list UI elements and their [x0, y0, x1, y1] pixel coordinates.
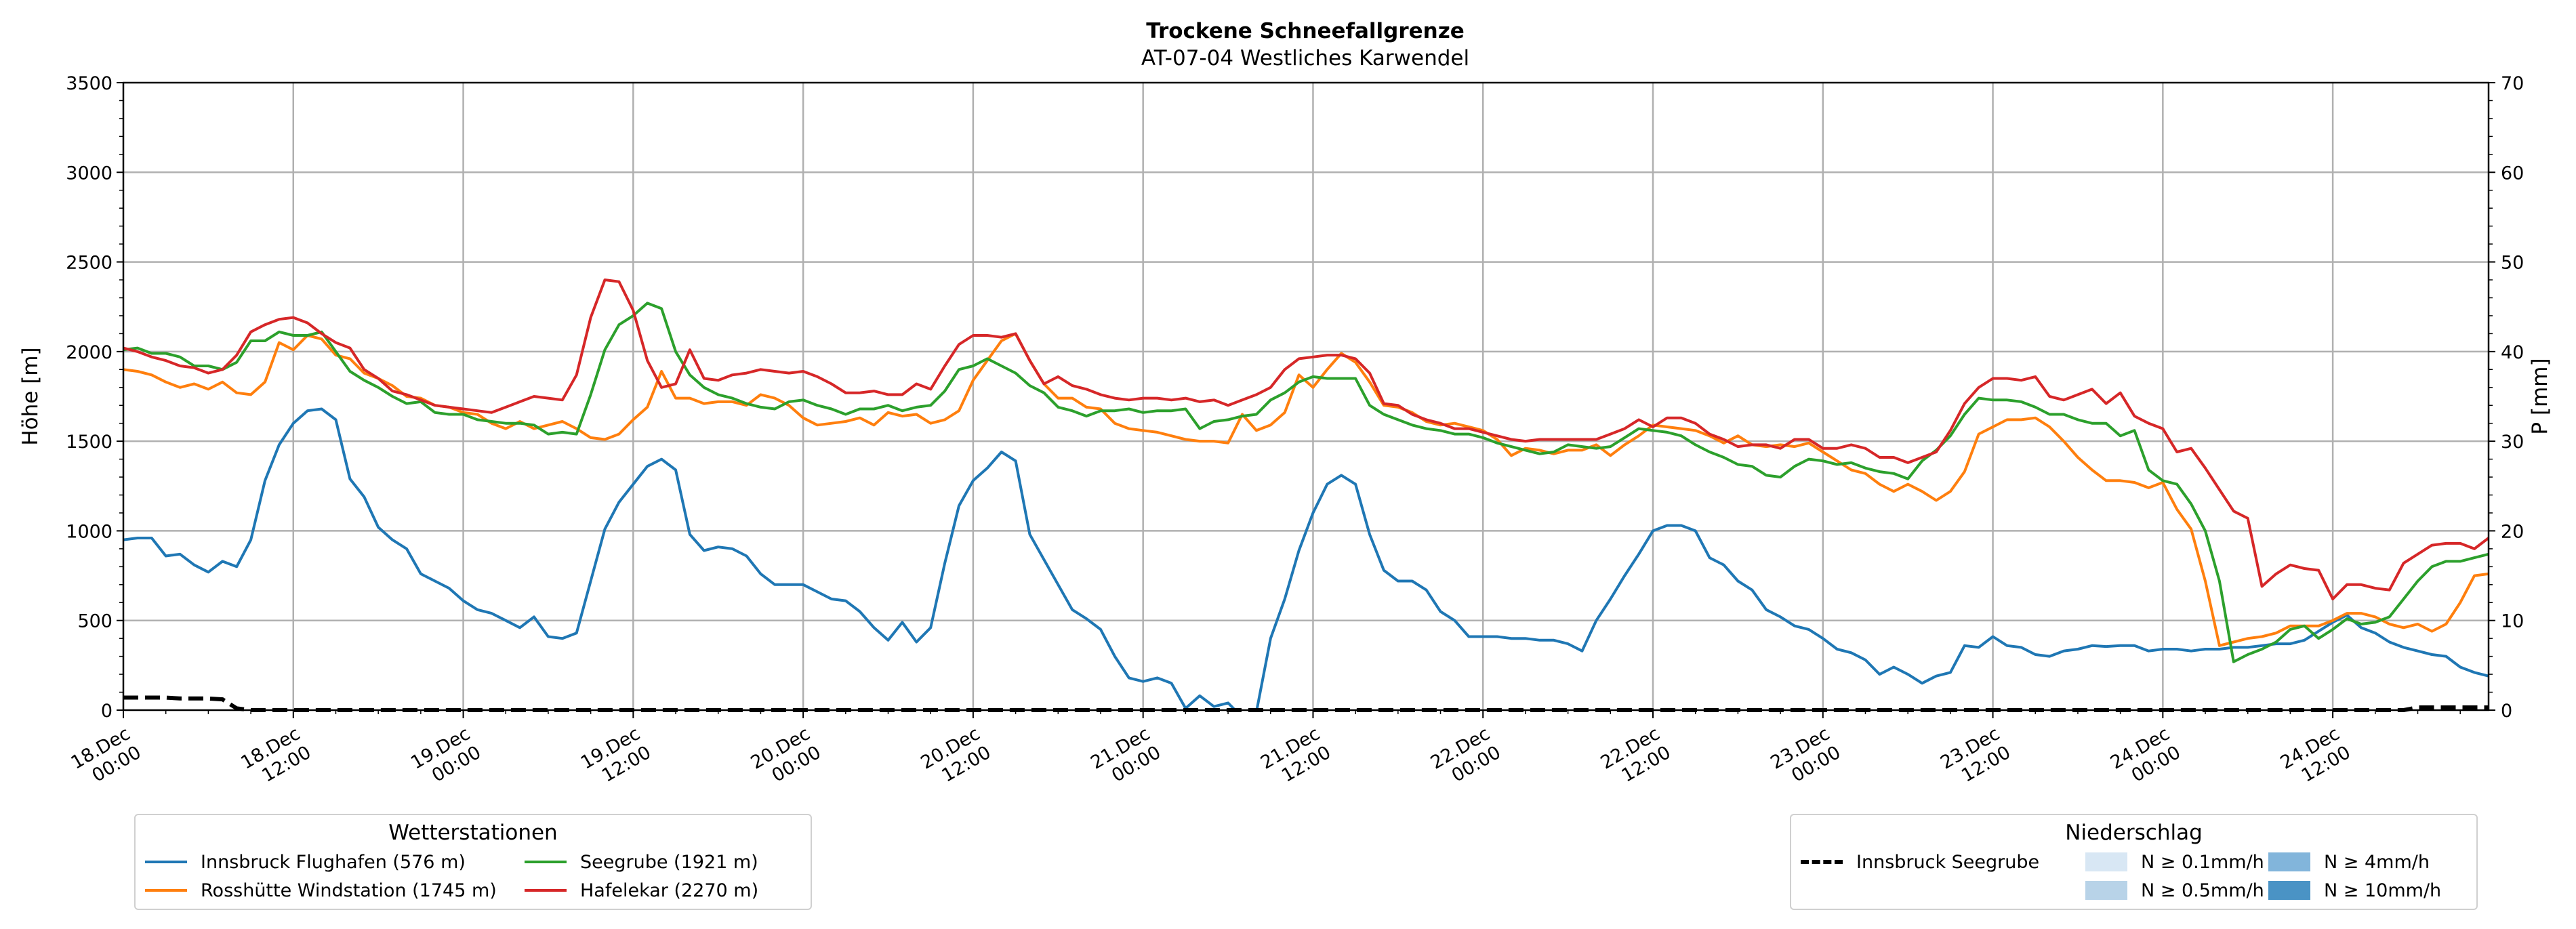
legend-swatch: [1801, 860, 1843, 864]
y-tick-label: 2500: [66, 253, 113, 274]
y2-tick-label: 60: [2501, 163, 2524, 184]
y-tick-label: 1000: [66, 521, 113, 542]
precip-line-innsbruck-seegrube: [123, 695, 2489, 712]
y2-tick-label: 0: [2501, 701, 2512, 722]
legend-label: Rosshütte Windstation (1745 m): [201, 880, 497, 901]
legend-entry: N ≥ 0.1mm/h: [2085, 850, 2268, 873]
legend-label: Seegrube (1921 m): [580, 851, 758, 873]
axes: 0 500 1000 1500 2000 2500 3000 3500 0 10 20 30 40 50 6…: [66, 73, 2524, 787]
legend-label: N ≥ 0.1mm/h: [2141, 851, 2264, 873]
legend-entry: N ≥ 0.5mm/h: [2085, 879, 2268, 902]
series-line-hafelekar-2270-m: [123, 278, 2489, 600]
y2-tick-label: 10: [2501, 611, 2524, 632]
legend-swatch: [145, 861, 187, 863]
legend-swatch: [2085, 852, 2127, 871]
y-tick-label: 3000: [66, 163, 113, 184]
legend-label: Innsbruck Seegrube: [1856, 851, 2040, 873]
legend-entry: Innsbruck Seegrube: [1801, 850, 2085, 873]
y-tick-label: 1500: [66, 432, 113, 453]
legend-empty-cell: [1801, 879, 2085, 902]
y2-tick-label: 30: [2501, 432, 2524, 453]
legend-label: N ≥ 10mm/h: [2324, 880, 2442, 901]
series-layer: [123, 278, 2489, 712]
y2-tick-label: 50: [2501, 253, 2524, 274]
y-tick-label: 0: [101, 701, 113, 722]
legend-label: Innsbruck Flughafen (576 m): [201, 851, 466, 873]
legend-entry: Hafelekar (2270 m): [525, 879, 809, 902]
y2-tick-label: 20: [2501, 521, 2524, 542]
y2-tick-label: 70: [2501, 73, 2524, 94]
series-line-innsbruck-flughafen-576-m: [123, 407, 2489, 710]
chart-title: Trockene Schneefallgrenze: [1146, 19, 1465, 43]
legend-entry: N ≥ 4mm/h: [2268, 850, 2472, 873]
y-tick-label: 500: [77, 611, 113, 632]
chart-subtitle: AT-07-04 Westliches Karwendel: [1141, 46, 1469, 70]
legend-label: N ≥ 0.5mm/h: [2141, 880, 2264, 901]
legend-precip-title: Niederschlag: [2065, 821, 2203, 845]
legend-entry: Rosshütte Windstation (1745 m): [145, 879, 525, 902]
legend-swatch: [2085, 881, 2127, 900]
legend-label: N ≥ 4mm/h: [2324, 851, 2430, 873]
legend-swatch: [525, 861, 567, 863]
y2-tick-label: 40: [2501, 342, 2524, 363]
legend-entry: Innsbruck Flughafen (576 m): [145, 850, 525, 873]
legend-swatch: [145, 889, 187, 892]
legend-stations-title: Wetterstationen: [388, 821, 558, 845]
legend-swatch: [2268, 881, 2310, 900]
legend-entry: N ≥ 10mm/h: [2268, 879, 2472, 902]
y-tick-label: 3500: [66, 73, 113, 94]
y-axis-label: Höhe [m]: [18, 347, 43, 445]
plot-frame: [122, 81, 2490, 711]
legend-stations: Wetterstationen Innsbruck Flughafen (576…: [134, 814, 812, 910]
legend-precip: Niederschlag Innsbruck Seegrube N ≥ 0.1mm…: [1790, 814, 2478, 910]
legend-swatch: [2268, 852, 2310, 871]
legend-label: Hafelekar (2270 m): [580, 880, 759, 901]
y2-axis-label: P [mm]: [2528, 358, 2552, 434]
grid: [123, 83, 2489, 710]
legend-entry: Seegrube (1921 m): [525, 850, 809, 873]
legend-swatch: [525, 889, 567, 892]
series-line-seegrube-1921-m: [123, 302, 2489, 663]
y-tick-label: 2000: [66, 342, 113, 363]
